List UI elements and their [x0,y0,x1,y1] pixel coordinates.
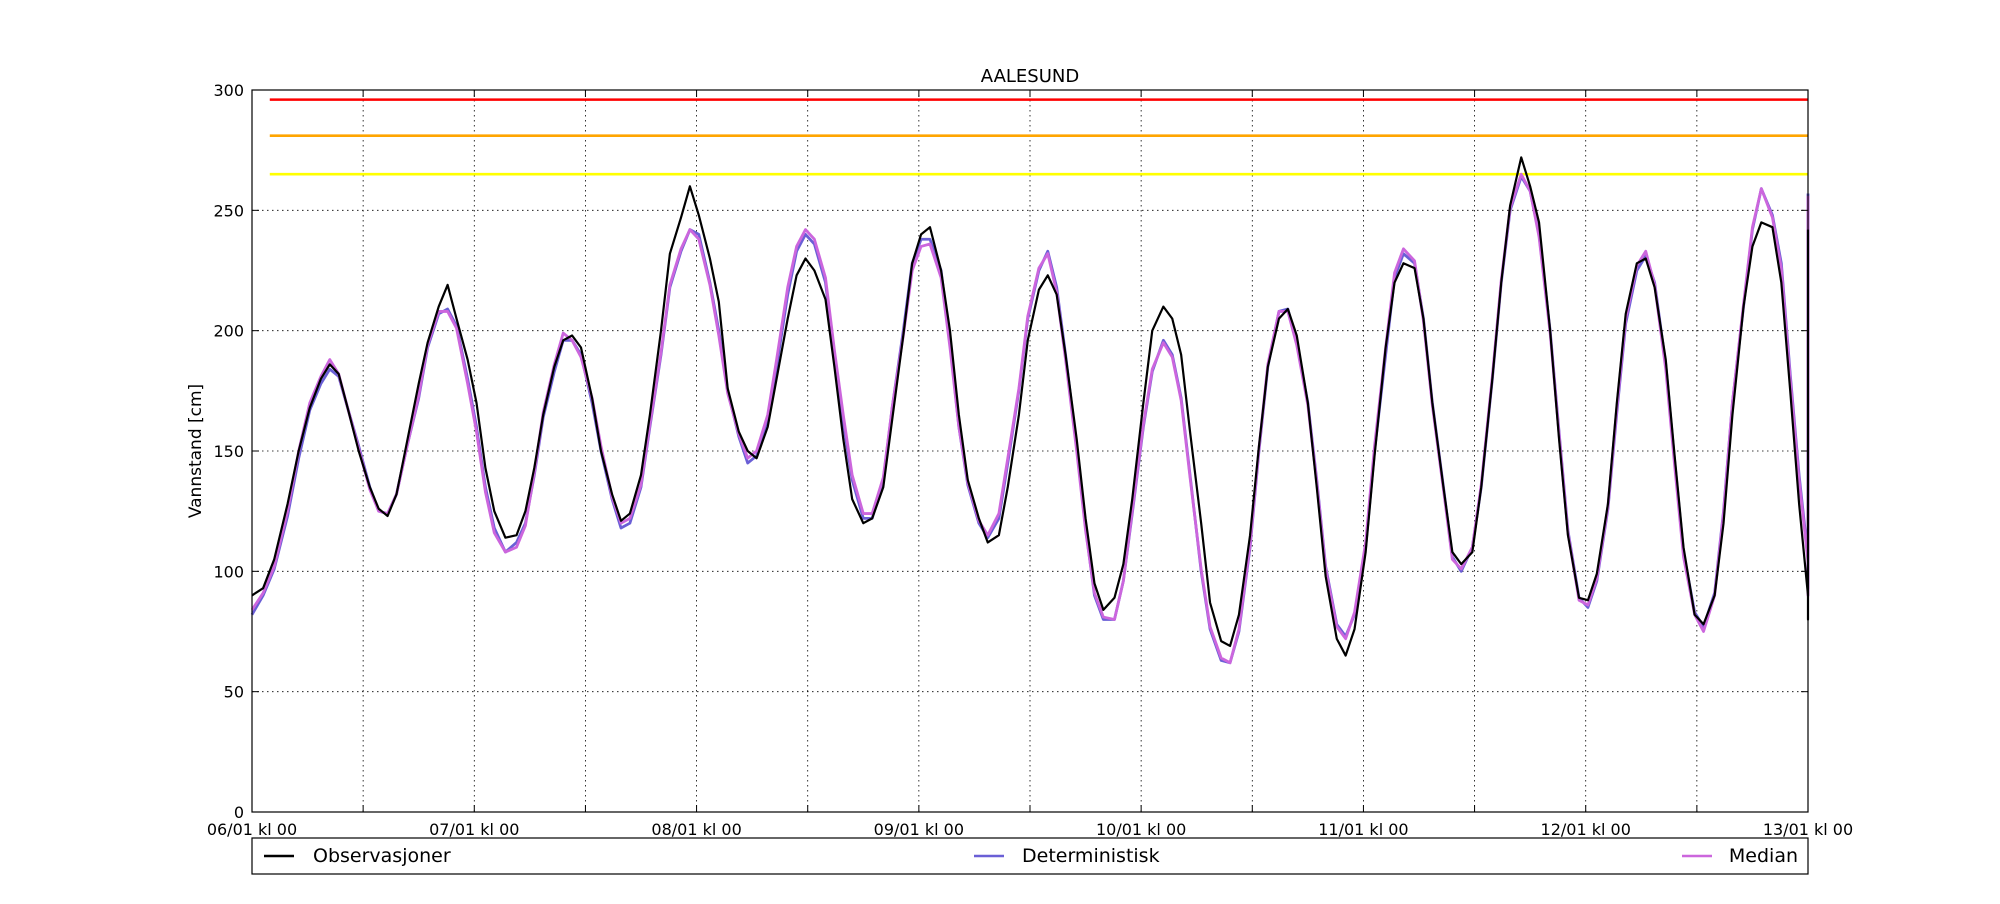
series-line-median [250,172,1810,665]
legend-label: Observasjoner [313,845,451,867]
x-tick-label: 12/01 kl 00 [1541,820,1631,839]
x-tick-label: 08/01 kl 00 [651,820,741,839]
series-layer [250,156,1810,665]
grid-layer [252,90,1808,812]
x-tick-label: 06/01 kl 00 [207,820,297,839]
x-tick-label: 09/01 kl 00 [874,820,964,839]
axis-layer: 0 50 100 150 200 250 300 06/01 kl 00 07/01 kl 00… [207,81,1853,839]
y-tick-label: 250 [213,201,244,220]
y-tick-label: 300 [213,81,244,100]
x-tick-label: 11/01 kl 00 [1318,820,1408,839]
y-tick-label: 0 [234,803,244,822]
series-line-deterministisk [250,175,1810,665]
chart-title: AALESUND [981,66,1079,87]
y-tick-label: 150 [213,442,244,461]
x-tick-label: 10/01 kl 00 [1096,820,1186,839]
legend-label: Median [1729,845,1798,867]
x-tick-label: 07/01 kl 00 [429,820,519,839]
y-tick-label: 200 [213,322,244,341]
y-axis-label: Vannstand [cm] [186,384,206,518]
legend: Observasjoner Deterministisk Median [251,837,1809,875]
legend-label: Deterministisk [1022,845,1160,867]
y-tick-label: 50 [224,683,244,702]
series-line-observasjoner [251,156,1810,657]
y-tick-label: 100 [213,562,244,581]
legend-box [251,837,1809,875]
threshold-layer [269,98,1808,176]
x-tick-label: 13/01 kl 00 [1763,820,1853,839]
